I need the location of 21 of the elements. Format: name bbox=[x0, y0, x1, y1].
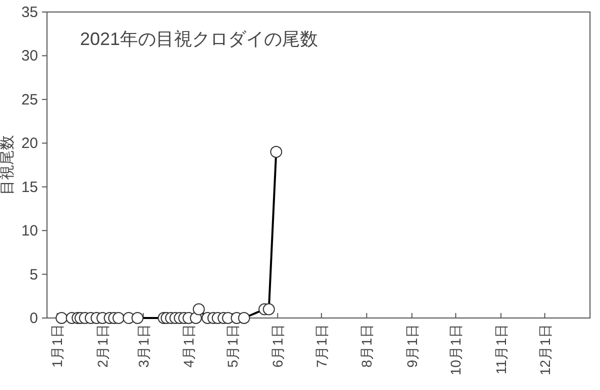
x-tick-label: 6月1日 bbox=[270, 324, 286, 368]
y-tick-label: 0 bbox=[30, 310, 38, 327]
y-tick-label: 25 bbox=[21, 91, 38, 108]
x-tick-label: 9月1日 bbox=[404, 324, 420, 368]
x-tick-label: 11月1日 bbox=[492, 324, 509, 374]
y-tick-label: 10 bbox=[21, 222, 38, 240]
y-tick-label: 35 bbox=[21, 4, 38, 21]
x-tick-label: 1月1日 bbox=[49, 324, 66, 368]
y-tick-label: 30 bbox=[21, 48, 38, 65]
y-tick-label: 15 bbox=[21, 178, 38, 196]
y-tick-label: 5 bbox=[30, 266, 38, 284]
x-tick-label: 5月1日 bbox=[224, 324, 240, 368]
y-tick-label: 20 bbox=[21, 135, 38, 152]
text: 2021年の目視クロダイの尾数 bbox=[80, 29, 318, 49]
x-tick-label: 4月1日 bbox=[180, 324, 197, 368]
x-tick-label: 12月1日 bbox=[536, 324, 553, 376]
x-tick-label: 10月1日 bbox=[448, 324, 464, 376]
x-tick-label: 3月1日 bbox=[135, 324, 152, 368]
x-tick-label: 7月1日 bbox=[313, 324, 330, 368]
x-tick-label: 2月1日 bbox=[94, 324, 110, 368]
x-tick-label: 8月1日 bbox=[358, 324, 375, 368]
